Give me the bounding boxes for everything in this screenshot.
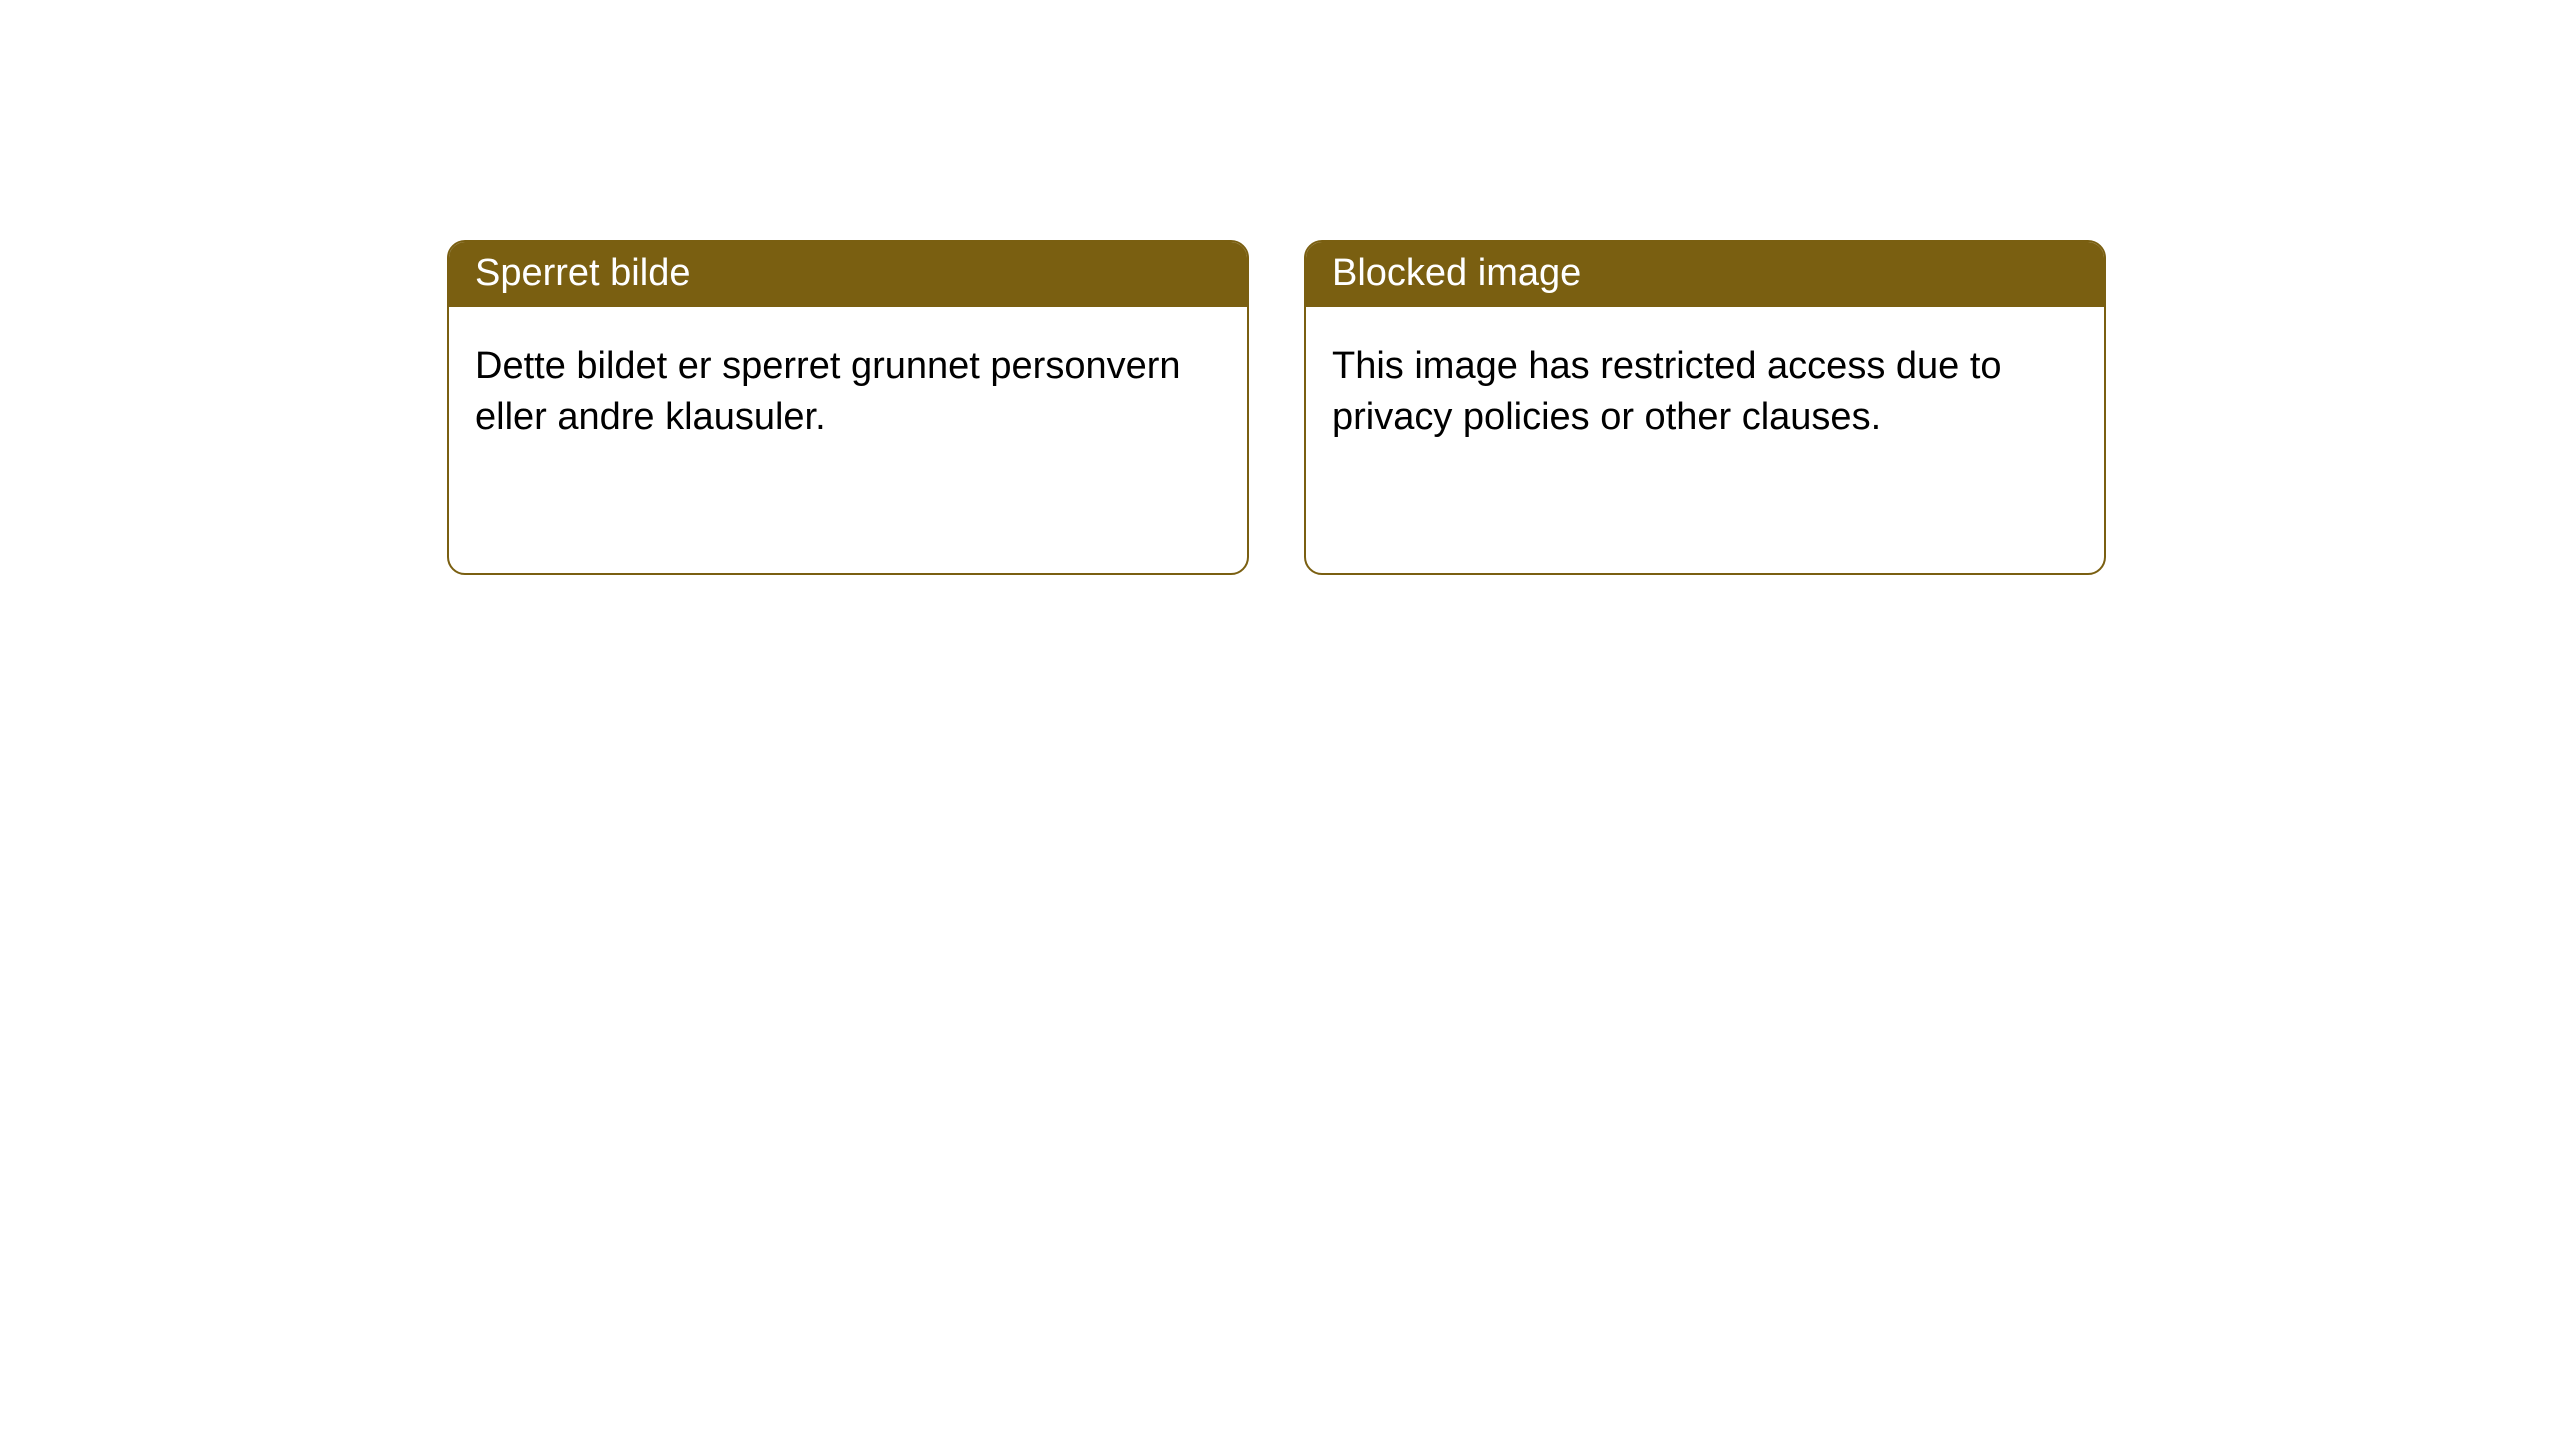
notice-card-norwegian: Sperret bilde Dette bildet er sperret gr… [447,240,1249,575]
card-body-text: Dette bildet er sperret grunnet personve… [475,345,1181,438]
card-header: Sperret bilde [449,242,1247,307]
card-body-text: This image has restricted access due to … [1332,345,2002,438]
card-title: Sperret bilde [475,252,690,294]
card-body: Dette bildet er sperret grunnet personve… [449,307,1247,478]
card-title: Blocked image [1332,252,1581,294]
notice-card-english: Blocked image This image has restricted … [1304,240,2106,575]
card-header: Blocked image [1306,242,2104,307]
card-body: This image has restricted access due to … [1306,307,2104,478]
notice-container: Sperret bilde Dette bildet er sperret gr… [0,0,2560,575]
